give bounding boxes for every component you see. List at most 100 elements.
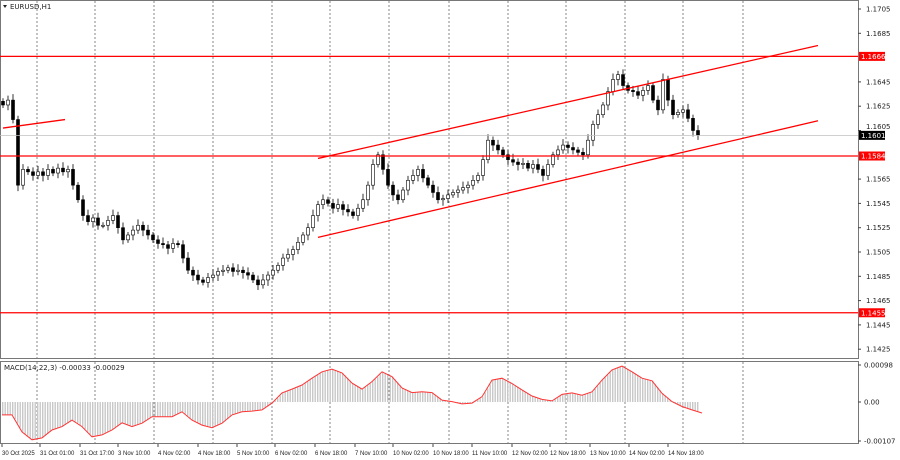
macd-histogram-bar (302, 384, 304, 402)
candle-body (141, 224, 145, 231)
y-tick-label: 1.1625 (866, 103, 891, 111)
candle-body (321, 199, 325, 205)
macd-histogram-bar (317, 374, 319, 402)
x-tick-label: 31 Oct 01:00 (40, 451, 75, 457)
macd-histogram-bar (564, 394, 566, 402)
macd-histogram-bar (589, 392, 591, 402)
candle-body (401, 189, 405, 201)
macd-histogram-bar (392, 376, 394, 402)
macd-histogram-bar (424, 391, 426, 402)
macd-histogram-bar (82, 402, 84, 427)
macd-histogram-bar (639, 376, 641, 402)
macd-histogram-bar (492, 380, 494, 402)
y-tick-label: 1.1545 (866, 200, 891, 208)
macd-histogram-bar (567, 393, 569, 402)
candle-body (336, 204, 340, 209)
macd-histogram-bar (322, 371, 324, 402)
macd-histogram-bar (682, 402, 684, 407)
macd-histogram-bar (637, 374, 639, 402)
candle-body (431, 184, 435, 193)
candle-body (466, 184, 470, 188)
macd-histogram-bar (597, 385, 599, 402)
macd-histogram-bar (577, 394, 579, 402)
macd-histogram-bar (307, 381, 309, 402)
macd-histogram-bar (514, 385, 516, 402)
candle-body (326, 199, 330, 204)
candle-body (446, 194, 450, 199)
macd-histogram-bar (267, 402, 269, 407)
macd-histogram-bar (74, 402, 76, 422)
dropdown-triangle-icon[interactable] (3, 5, 7, 8)
candle-body (596, 114, 600, 125)
macd-histogram-bar (619, 367, 621, 402)
macd-histogram-bar (604, 377, 606, 402)
candle-body (406, 180, 410, 191)
macd-histogram-bar (442, 400, 444, 402)
candle-body (256, 279, 260, 286)
macd-histogram-bar (629, 370, 631, 402)
macd-histogram-bar (314, 376, 316, 402)
macd-histogram-bar (522, 389, 524, 402)
macd-histogram-bar (644, 378, 646, 402)
current-price-tag (859, 130, 885, 140)
candle-body (686, 109, 690, 119)
macd-histogram-bar (479, 398, 481, 402)
macd-histogram-bar (274, 400, 276, 402)
candle-body (601, 104, 605, 116)
macd-histogram-bar (174, 402, 176, 416)
candle-body (496, 144, 500, 151)
macd-histogram-bar (402, 388, 404, 402)
candle-body (561, 144, 565, 151)
candle-body (66, 169, 70, 173)
candle-body (211, 274, 215, 278)
macd-histogram-bar (114, 402, 116, 429)
candle-body (21, 169, 25, 186)
macd-histogram-bar (524, 391, 526, 402)
macd-histogram-bar (369, 383, 371, 402)
macd-histogram-bar (549, 400, 551, 402)
macd-histogram-bar (667, 397, 669, 402)
level-price-label: 1.1584 (861, 153, 886, 161)
candle-body (666, 79, 670, 101)
chart-title[interactable]: EURUSD,H1 (10, 3, 51, 11)
x-tick-label: 12 Nov 02:00 (512, 451, 548, 457)
macd-histogram-bar (294, 388, 296, 402)
candle-body (586, 139, 590, 156)
macd-histogram-bar (612, 369, 614, 402)
candle-body (136, 224, 140, 231)
candle-body (281, 257, 285, 266)
macd-histogram-bar (582, 395, 584, 402)
macd-histogram-bar (234, 402, 236, 415)
candle-body (646, 85, 650, 91)
macd-histogram-bar (367, 385, 369, 402)
candle-body (306, 227, 310, 236)
macd-histogram-bar (417, 392, 419, 402)
macd-histogram-bar (422, 391, 424, 402)
macd-histogram-bar (214, 402, 216, 427)
macd-histogram-bar (679, 402, 681, 406)
macd-histogram-bar (242, 402, 244, 412)
candle-body (26, 169, 30, 173)
macd-histogram-bar (212, 402, 214, 428)
macd-y-tick-label: 0.00 (864, 399, 880, 407)
candle-body (11, 99, 15, 120)
macd-histogram-bar (164, 402, 166, 417)
macd-histogram-bar (184, 402, 186, 414)
macd-histogram-bar (477, 399, 479, 402)
candle-body (311, 215, 315, 229)
macd-histogram-bar (429, 392, 431, 402)
candle-body (536, 164, 540, 170)
macd-histogram-bar (687, 402, 689, 409)
macd-histogram-bar (499, 378, 501, 402)
candle-body (671, 99, 675, 116)
macd-histogram-bar (284, 391, 286, 402)
macd-histogram-bar (2, 402, 4, 415)
macd-histogram-bar (607, 374, 609, 402)
candle-body (151, 234, 155, 241)
y-tick-label: 1.1425 (866, 346, 891, 354)
candle-body (436, 192, 440, 201)
y-tick-label: 1.1445 (866, 321, 891, 329)
macd-histogram-bar (149, 402, 151, 419)
candle-body (426, 177, 430, 186)
